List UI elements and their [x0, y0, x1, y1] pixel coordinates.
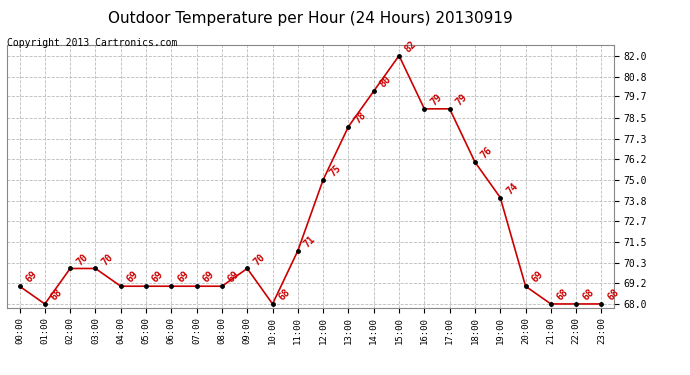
Text: 69: 69	[23, 270, 39, 285]
Text: 78: 78	[353, 110, 368, 125]
Text: 69: 69	[150, 270, 166, 285]
Text: 69: 69	[530, 270, 545, 285]
Text: Outdoor Temperature per Hour (24 Hours) 20130919: Outdoor Temperature per Hour (24 Hours) …	[108, 11, 513, 26]
Text: 79: 79	[428, 92, 444, 108]
Text: Temperature  (°F): Temperature (°F)	[533, 33, 647, 44]
Text: 68: 68	[606, 287, 621, 303]
Text: 69: 69	[226, 270, 242, 285]
Text: 75: 75	[327, 163, 343, 178]
Text: 68: 68	[555, 287, 571, 303]
Text: 69: 69	[175, 270, 191, 285]
Text: 71: 71	[302, 234, 317, 249]
Text: 80: 80	[378, 74, 393, 90]
Text: 70: 70	[251, 252, 267, 267]
Text: 76: 76	[479, 145, 495, 160]
Text: 68: 68	[580, 287, 595, 303]
Text: 68: 68	[277, 287, 292, 303]
Text: 79: 79	[454, 92, 469, 108]
Text: Copyright 2013 Cartronics.com: Copyright 2013 Cartronics.com	[7, 38, 177, 48]
Text: 74: 74	[504, 181, 520, 196]
Text: 70: 70	[99, 252, 115, 267]
Text: 82: 82	[403, 39, 419, 54]
Text: 68: 68	[49, 287, 64, 303]
Text: 69: 69	[125, 270, 140, 285]
Text: 70: 70	[75, 252, 90, 267]
Text: 69: 69	[201, 270, 216, 285]
